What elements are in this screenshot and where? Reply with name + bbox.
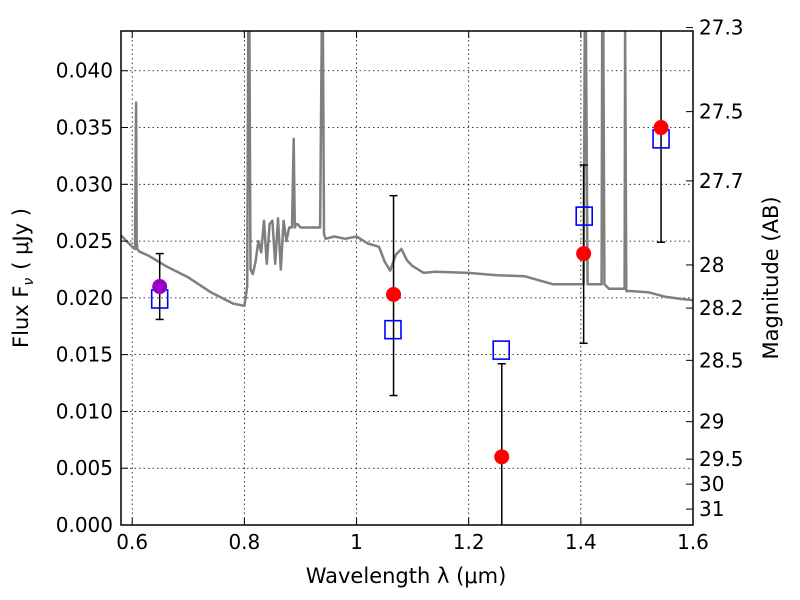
y2-tick-label: 28.5 [699, 348, 744, 372]
y2-axis-title-text: Magnitude (AB) [759, 196, 783, 359]
y-tick-label: 0.035 [56, 116, 113, 140]
y-tick-label: 0.000 [56, 513, 113, 537]
y2-tick-label: 29 [699, 410, 724, 434]
circle-marker [653, 120, 669, 136]
square-marker [575, 206, 594, 226]
y2-axis-title: Magnitude (AB) [759, 196, 783, 359]
y2-tick-label: 29.5 [699, 447, 744, 471]
y2-tick-label: 27.5 [699, 100, 744, 124]
y-axis-title-unit: ( μJy ) [9, 208, 33, 270]
y-axis-title-text: Flux F [9, 286, 33, 348]
y-tick-label: 0.030 [56, 172, 113, 196]
y-tick-label: 0.040 [56, 59, 113, 83]
square-marker [384, 319, 402, 340]
x-tick-label: 1.6 [677, 530, 709, 554]
y2-tick-label: 28.2 [699, 296, 744, 320]
y2-tick-label: 27.3 [699, 16, 744, 40]
axis-ticks: 0.6 0.8 1 1.2 1.4 1.6 0.000 0.005 0.010 0.015 0.02… [56, 16, 744, 554]
y2-tick-label: 31 [699, 497, 724, 521]
y-tick-label: 0.020 [56, 286, 113, 310]
x-tick-label: 1 [350, 530, 363, 554]
plot-frame [120, 30, 694, 526]
circle-marker [152, 279, 168, 295]
circle-marker [576, 246, 592, 262]
y-tick-label: 0.025 [56, 229, 113, 253]
y2-tick-label: 30 [699, 472, 724, 496]
y-tick-label: 0.005 [56, 456, 113, 480]
y-axis-title-subscript: ν [21, 278, 37, 286]
data-marks [150, 31, 670, 525]
svg-text:Flux Fν( μJy ): Flux Fν ( μJy ) [9, 208, 37, 348]
y-axis-title: Flux Fν ( μJy ) [9, 208, 37, 348]
x-axis-title: Wavelength λ (μm) [306, 564, 507, 588]
y-tick-label: 0.015 [56, 343, 113, 367]
x-tick-label: 1.2 [453, 530, 485, 554]
circle-marker [386, 286, 402, 302]
y-tick-label: 0.010 [56, 399, 113, 423]
y2-tick-label: 27.7 [699, 169, 744, 193]
square-marker [492, 340, 511, 360]
x-tick-label: 0.8 [228, 530, 260, 554]
circle-marker [494, 449, 510, 465]
sed-model-line [121, 31, 693, 308]
x-tick-label: 1.4 [565, 530, 597, 554]
x-tick-label: 0.6 [116, 530, 148, 554]
y2-tick-label: 28 [699, 253, 724, 277]
sed-model-layer [121, 31, 693, 308]
